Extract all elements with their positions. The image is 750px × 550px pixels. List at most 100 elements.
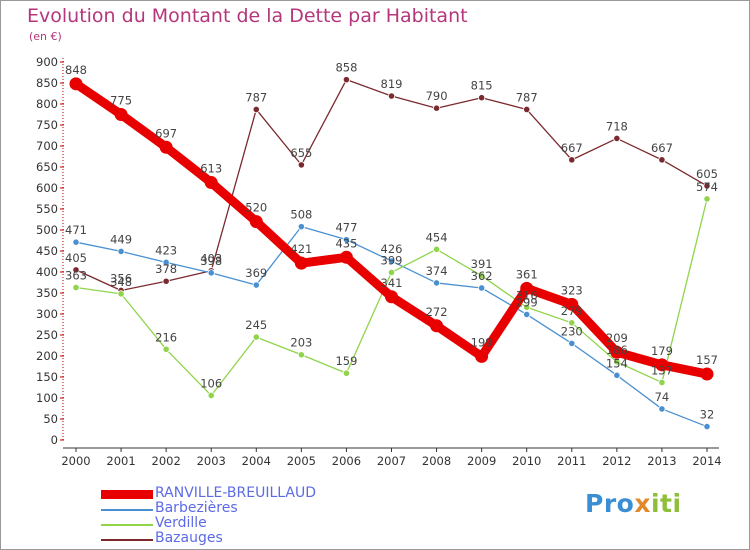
legend-label-ranville: RANVILLE-BREUILLAUD [155,485,316,501]
y-tick-label: 50 [43,412,58,426]
data-label-verdille: 399 [381,253,403,267]
data-label-verdille: 106 [200,376,222,390]
data-point-bazauges [72,266,80,274]
data-point-bazauges [432,104,441,112]
legend-swatch-bazauges [101,539,153,541]
x-tick-label: 2003 [197,454,226,468]
data-label-bazauges: 356 [110,271,132,285]
x-tick-label: 2008 [422,454,451,468]
data-point-verdille [252,333,260,341]
data-point-verdille [568,319,576,327]
data-point-barbezieres [658,405,666,413]
data-point-verdille [658,378,666,387]
data-label-barbezieres: 374 [426,264,448,278]
data-point-verdille [478,272,486,280]
data-label-barbezieres: 362 [471,269,493,283]
data-point-ranville-breuillaud [339,250,353,264]
data-label-bazauges: 667 [651,141,673,155]
data-label-ranville-breuillaud: 323 [561,283,583,297]
x-tick-label: 2014 [692,454,721,468]
legend-label-verdille: Verdille [155,515,207,531]
y-tick-label: 800 [36,97,58,111]
data-point-ranville-breuillaud [204,176,218,190]
y-tick-label: 0 [51,433,58,447]
y-tick-label: 200 [36,349,58,363]
data-label-barbezieres: 74 [655,390,670,404]
y-tick-label: 650 [36,160,58,174]
data-point-ranville-breuillaud [610,345,624,359]
data-label-ranville-breuillaud: 435 [335,236,357,250]
x-tick-label: 2011 [557,454,586,468]
data-label-verdille: 363 [65,269,87,283]
legend-label-bazauges: Bazauges [155,530,223,546]
data-point-verdille [387,268,396,277]
data-label-ranville-breuillaud: 848 [65,63,87,77]
y-tick-label: 100 [36,391,58,405]
data-point-ranville-breuillaud [430,319,444,333]
series-layer [69,76,714,431]
axes: 0 50 100 150 200 250 300 350 400 450 500 550 600 650 7… [36,55,722,468]
data-label-ranville-breuillaud: 199 [471,335,493,349]
proxiti-logo: Proxiti [585,489,682,518]
data-label-barbezieres: 154 [606,356,628,370]
data-point-bazauges [162,277,170,285]
data-label-verdille: 316 [516,288,538,302]
data-point-barbezieres [72,238,80,246]
data-point-bazauges [387,92,396,100]
x-tick-label: 2009 [467,454,496,468]
data-label-ranville-breuillaud: 775 [110,94,132,108]
data-label-barbezieres: 477 [335,221,357,235]
data-point-barbezieres [432,279,441,287]
data-label-barbezieres: 423 [155,243,177,257]
data-label-barbezieres: 299 [516,295,538,309]
data-label-verdille: 454 [426,230,448,244]
y-tick-label: 750 [36,118,58,132]
y-tick-label: 550 [36,202,58,216]
data-point-verdille [523,303,531,311]
y-tick-label: 400 [36,265,58,279]
data-label-verdille: 186 [606,343,628,357]
data-label-bazauges: 787 [516,90,538,104]
data-label-bazauges: 815 [471,79,493,93]
data-point-barbezieres [523,310,531,319]
x-tick-label: 2010 [512,454,541,468]
y-tick-label: 900 [36,55,58,69]
x-tick-label: 2000 [61,454,90,468]
legend-label-barbezieres: Barbezières [155,500,238,516]
data-labels-layer: 405 356 378 403 787 655 858 819 790 815 787 667 718 6… [65,61,718,422]
data-label-barbezieres: 471 [65,223,87,237]
data-label-ranville-breuillaud: 697 [155,126,177,140]
data-point-verdille [162,345,170,353]
data-label-ranville-breuillaud: 613 [200,162,222,176]
data-label-verdille: 245 [245,318,267,332]
data-point-barbezieres [297,223,305,231]
data-label-barbezieres: 32 [700,408,715,422]
data-point-ranville-breuillaud [69,77,83,91]
data-point-barbezieres [117,247,125,256]
data-point-bazauges [478,94,486,102]
data-point-verdille [432,245,441,253]
data-point-verdille [297,351,305,359]
data-label-bazauges: 378 [155,262,177,276]
data-label-verdille: 159 [335,354,357,368]
data-label-ranville-breuillaud: 361 [516,267,538,281]
data-label-bazauges: 858 [335,61,357,75]
data-label-bazauges: 787 [245,90,267,104]
y-tick-label: 500 [36,223,58,237]
y-tick-label: 250 [36,328,58,342]
data-label-ranville-breuillaud: 179 [651,344,673,358]
data-point-ranville-breuillaud [294,256,308,270]
data-label-verdille: 391 [471,257,493,271]
data-point-barbezieres [387,257,396,265]
data-label-bazauges: 790 [426,89,448,103]
data-point-ranville-breuillaud [475,349,489,363]
x-tick-label: 2013 [647,454,676,468]
data-label-barbezieres: 398 [200,254,222,268]
data-point-bazauges [613,134,621,143]
data-label-verdille: 137 [651,363,673,377]
data-point-ranville-breuillaud [655,358,669,372]
data-point-bazauges [703,182,711,190]
data-point-barbezieres [207,269,215,277]
